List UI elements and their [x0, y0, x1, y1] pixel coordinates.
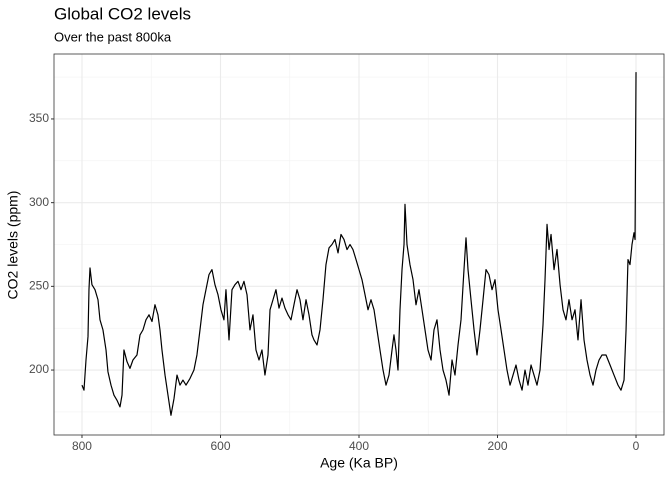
- chart-title: Global CO2 levels: [54, 4, 191, 23]
- x-tick-label: 400: [349, 439, 369, 453]
- y-axis-label: CO2 levels (ppm): [5, 191, 21, 300]
- chart-subtitle: Over the past 800ka: [54, 29, 172, 44]
- co2-line: [81, 72, 637, 416]
- y-tick-label: 350: [29, 111, 49, 125]
- y-tick-label: 200: [29, 362, 49, 376]
- y-tick-label: 250: [29, 279, 49, 293]
- x-tick-label: 800: [72, 439, 92, 453]
- x-tick-label: 0: [633, 439, 640, 453]
- x-axis-label: Age (Ka BP): [320, 455, 398, 471]
- x-tick-label: 200: [487, 439, 507, 453]
- panel-border: [53, 53, 665, 436]
- y-tick-label: 300: [29, 195, 49, 209]
- x-tick-label: 600: [210, 439, 230, 453]
